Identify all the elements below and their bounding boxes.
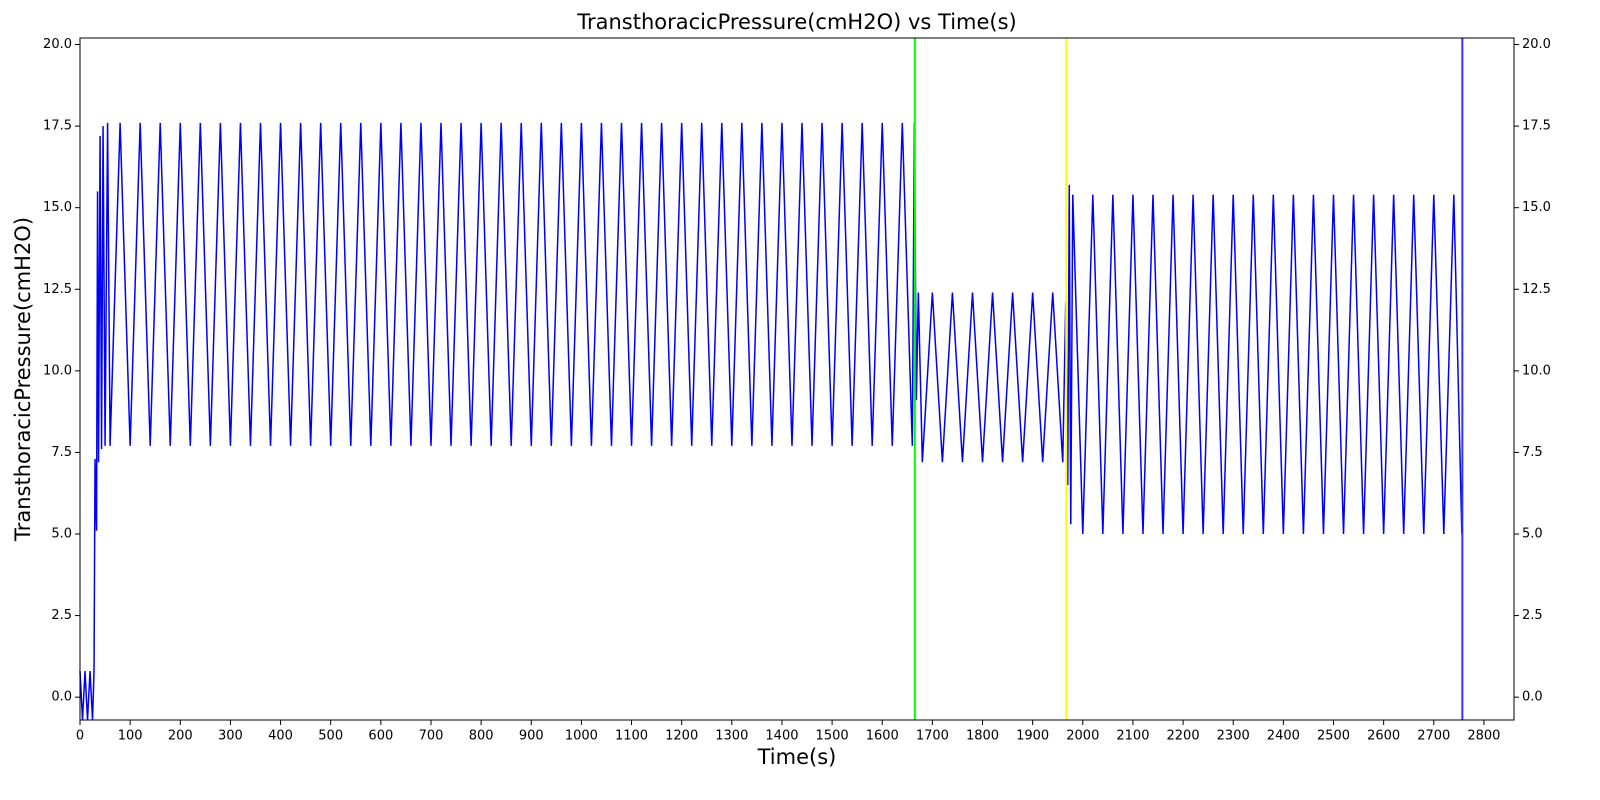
y-axis-label: TransthoracicPressure(cmH2O) [11, 217, 35, 542]
x-tick-label: 1800 [966, 729, 999, 744]
x-tick-label: 1200 [665, 729, 698, 744]
x-tick-label: 300 [218, 729, 243, 744]
x-tick-label: 200 [168, 729, 193, 744]
x-tick-label: 1300 [715, 729, 748, 744]
y-tick-label: 5.0 [51, 527, 72, 542]
x-tick-label: 0 [76, 729, 84, 744]
x-tick-label: 2500 [1317, 729, 1350, 744]
chart-title: TransthoracicPressure(cmH2O) vs Time(s) [576, 10, 1017, 34]
x-tick-label: 1900 [1016, 729, 1049, 744]
x-tick-label: 2000 [1066, 729, 1099, 744]
y-tick-label: 2.5 [51, 608, 72, 623]
x-tick-label: 100 [118, 729, 143, 744]
x-tick-label: 2400 [1267, 729, 1300, 744]
x-tick-label: 1500 [816, 729, 849, 744]
x-tick-label: 700 [419, 729, 444, 744]
y-tick-label: 0.0 [51, 690, 72, 705]
y-tick-label-right: 2.5 [1522, 608, 1543, 623]
x-axis-label: Time(s) [757, 745, 837, 769]
y-tick-label-right: 5.0 [1522, 527, 1543, 542]
y-tick-label-right: 12.5 [1522, 282, 1551, 297]
x-tick-label: 2200 [1167, 729, 1200, 744]
x-tick-label: 600 [368, 729, 393, 744]
x-tick-label: 2300 [1217, 729, 1250, 744]
x-tick-label: 900 [519, 729, 544, 744]
y-tick-label: 12.5 [43, 282, 72, 297]
x-tick-label: 400 [268, 729, 293, 744]
y-tick-label-right: 15.0 [1522, 200, 1551, 215]
data-line [79, 122, 1463, 721]
y-tick-label: 7.5 [51, 445, 72, 460]
y-tick-label-right: 17.5 [1522, 119, 1551, 134]
x-tick-label: 800 [469, 729, 494, 744]
y-tick-label: 20.0 [43, 37, 72, 52]
y-tick-label-right: 7.5 [1522, 445, 1543, 460]
x-tick-label: 2600 [1367, 729, 1400, 744]
x-tick-label: 2800 [1467, 729, 1500, 744]
y-tick-label-right: 20.0 [1522, 37, 1551, 52]
x-tick-label: 1100 [615, 729, 648, 744]
x-tick-label: 1600 [866, 729, 899, 744]
x-tick-label: 1000 [565, 729, 598, 744]
x-tick-label: 1400 [765, 729, 798, 744]
y-tick-label: 17.5 [43, 119, 72, 134]
y-tick-label: 10.0 [43, 363, 72, 378]
y-tick-label: 15.0 [43, 200, 72, 215]
y-tick-label-right: 10.0 [1522, 363, 1551, 378]
plot-frame [79, 37, 1515, 721]
y-tick-label-right: 0.0 [1522, 690, 1543, 705]
x-tick-label: 500 [318, 729, 343, 744]
x-tick-label: 1700 [916, 729, 949, 744]
x-tick-label: 2700 [1417, 729, 1450, 744]
x-tick-label: 2100 [1116, 729, 1149, 744]
